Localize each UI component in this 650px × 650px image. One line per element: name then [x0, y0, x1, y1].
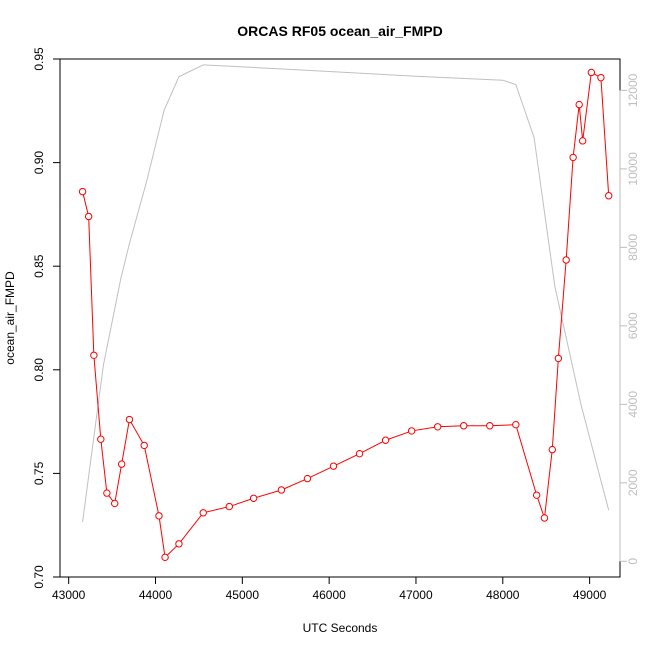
data-point: [78, 187, 87, 196]
data-point: [84, 212, 93, 221]
plot-frame: [59, 58, 621, 578]
series-altitude: [82, 64, 610, 523]
y-axis-right: 0 2000 4000 6000 8000 10000 12000: [619, 73, 640, 565]
data-point: [486, 422, 494, 430]
data-point: [532, 491, 541, 499]
y-tick-label: 0.75: [32, 461, 46, 485]
data-point: [433, 423, 442, 431]
y2-tick-label: 12000: [626, 73, 640, 107]
series-ocean-air-fmpd: [78, 68, 613, 562]
data-point: [110, 499, 119, 508]
data-point: [548, 445, 556, 454]
x-tick-label: 44000: [139, 588, 173, 602]
data-point: [512, 421, 520, 429]
x-axis: 43000 44000 45000 46000 47000 48000 49000: [52, 576, 607, 602]
data-point: [277, 486, 286, 494]
x-tick-label: 43000: [52, 588, 86, 602]
y2-tick-label: 4000: [626, 391, 640, 418]
data-point: [587, 68, 596, 77]
data-point: [562, 256, 570, 264]
data-point: [381, 436, 390, 444]
series-line: [82, 64, 610, 523]
x-tick-label: 49000: [573, 588, 607, 602]
data-point: [407, 427, 416, 435]
data-point: [175, 540, 183, 548]
data-point: [155, 512, 163, 520]
y2-tick-label: 8000: [626, 234, 640, 261]
data-point: [161, 553, 169, 562]
y-tick-label: 0.85: [32, 254, 46, 278]
x-tick-label: 48000: [486, 588, 520, 602]
data-point: [554, 354, 563, 363]
data-point: [329, 462, 338, 470]
data-point: [225, 502, 234, 511]
x-tick-label: 47000: [399, 588, 433, 602]
data-point: [103, 489, 111, 497]
x-tick-label: 45000: [226, 588, 260, 602]
y2-tick-label: 6000: [626, 312, 640, 339]
data-point: [597, 73, 605, 82]
data-point: [140, 441, 148, 450]
data-point: [578, 137, 587, 145]
data-point: [249, 494, 258, 502]
y-axis-left: 0.70 0.75 0.80 0.85 0.90 0.95: [32, 47, 61, 589]
x-axis-label: UTC Seconds: [303, 621, 378, 635]
y-tick-label: 0.95: [32, 47, 46, 71]
data-point: [97, 435, 105, 443]
y-tick-label: 0.90: [32, 151, 46, 175]
data-point: [540, 514, 549, 522]
data-point: [605, 192, 613, 200]
y-tick-label: 0.70: [32, 565, 46, 589]
x-tick-label: 46000: [312, 588, 346, 602]
data-point: [303, 474, 312, 483]
data-point: [199, 509, 207, 517]
chart-title: ORCAS RF05 ocean_air_FMPD: [237, 23, 442, 39]
data-point: [117, 460, 126, 468]
series-layer: [78, 64, 613, 562]
data-point: [575, 100, 583, 109]
y2-tick-label: 0: [626, 558, 640, 565]
series-line: [82, 71, 610, 559]
y2-tick-label: 2000: [626, 469, 640, 496]
y-tick-label: 0.80: [32, 358, 46, 382]
data-point: [90, 351, 98, 359]
data-point: [355, 450, 364, 458]
data-point: [569, 153, 577, 162]
data-point: [460, 422, 468, 430]
data-point: [125, 415, 134, 424]
y-axis-label: ocean_air_FMPD: [3, 271, 17, 365]
y2-tick-label: 10000: [626, 152, 640, 186]
